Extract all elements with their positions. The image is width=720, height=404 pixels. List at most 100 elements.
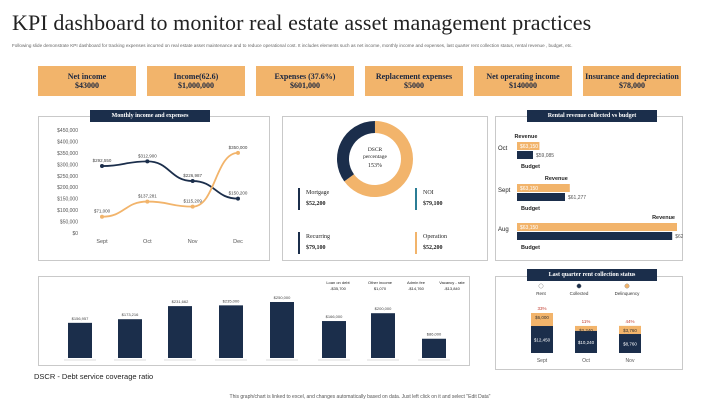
dscr-footnote: DSCR - Debt service coverage ratio	[34, 372, 154, 381]
collected-bar	[619, 334, 641, 353]
legend-label: Collected	[570, 291, 589, 296]
dscr-item-label: Operation	[423, 234, 447, 240]
data-point	[100, 164, 104, 169]
delinquency-bar-label: $6,000	[535, 315, 549, 320]
collected-bar	[531, 326, 553, 353]
delinquency-bar-label: $3,760	[623, 328, 637, 333]
waterfall-annotation: -$13,840	[444, 286, 461, 291]
budget-bar	[517, 151, 533, 159]
waterfall-bar-label: $250,000	[274, 295, 291, 300]
data-label: $150,200	[229, 191, 248, 196]
income-expenses-title: Monthly income and expenses	[90, 110, 210, 122]
waterfall-annotation: Loan on debt	[326, 280, 350, 285]
waterfall-bar	[322, 321, 346, 358]
data-point	[100, 214, 104, 219]
series-line-income	[101, 160, 239, 200]
waterfall-bar	[168, 306, 192, 358]
delinquency-bar	[531, 313, 553, 327]
percent-label: 44%	[625, 319, 634, 324]
page-description: Following slide demonstrate KPI dashboar…	[12, 43, 573, 48]
data-point	[145, 199, 150, 204]
income-expenses-chart: $450,000 $400,000 $350,000 $300,000 $250,000…	[57, 128, 248, 245]
data-point	[190, 179, 195, 184]
kpi-card: Income(62.6) $1,000,000	[147, 66, 245, 96]
dscr-center-label: DSCR percentage	[363, 147, 387, 160]
legend-marker	[538, 283, 544, 289]
waterfall-bar	[422, 338, 446, 358]
x-tick-label: Oct	[582, 358, 590, 364]
donut-slice-secondary	[337, 121, 376, 182]
data-point	[190, 204, 195, 209]
y-tick-label: $100,000	[57, 208, 78, 214]
kpi-value: $601,000	[290, 81, 320, 90]
data-point	[236, 150, 240, 155]
revenue-bar-label: $63,150	[520, 225, 538, 231]
rent-collection-panel	[495, 276, 683, 370]
y-tick-label: $0	[72, 231, 78, 237]
category-label: Sept	[498, 188, 511, 194]
revenue-legend-label: Revenue	[514, 134, 537, 140]
collected-bar	[575, 330, 597, 353]
percent-label: 33%	[537, 306, 546, 311]
kpi-label: Expenses (37.6%)	[274, 72, 336, 81]
data-point	[145, 159, 150, 164]
budget-bar-label: $61,277	[568, 195, 586, 201]
dscr-item-value: $79,100	[423, 201, 443, 207]
legend-marker	[624, 283, 630, 289]
dscr-item-value: $52,200	[306, 201, 326, 207]
kpi-card: Net income $43000	[38, 66, 136, 96]
waterfall-bar-label: $156,957	[72, 316, 89, 321]
budget-legend-label: Budget	[521, 245, 540, 251]
data-label: $312,900	[138, 153, 157, 158]
page-title: KPI dashboard to monitor real estate ass…	[12, 10, 592, 35]
series-line-expenses	[101, 151, 239, 218]
kpi-card: Expenses (37.6%) $601,000	[256, 66, 354, 96]
percent-label: 11%	[582, 319, 591, 324]
kpi-label: Income(62.6)	[173, 72, 219, 81]
collected-bar-label: $12,450	[534, 338, 551, 343]
waterfall-bar-label: $86,000	[427, 332, 442, 337]
dscr-item-marker	[298, 232, 300, 254]
legend-label: Delinquency	[615, 291, 641, 296]
category-label: Oct	[498, 146, 508, 152]
data-point	[236, 196, 240, 201]
revenue-bar	[517, 184, 570, 192]
kpi-value: $5000	[404, 81, 424, 90]
revenue-legend-label: Revenue	[545, 176, 568, 182]
data-label: $292,550	[93, 158, 112, 163]
revenue-bar-label: $63,150	[520, 144, 538, 150]
budget-bar-label: $59,085	[536, 153, 554, 159]
revenue-bar-label: $63,150	[520, 186, 538, 192]
x-tick-label: Sept	[96, 239, 108, 245]
kpi-label: Replacement expenses	[375, 72, 453, 81]
dscr-item-marker	[415, 188, 417, 210]
kpi-value: $140000	[509, 81, 537, 90]
dscr-panel	[282, 116, 488, 261]
donut-slice-primary	[344, 121, 413, 197]
kpi-value: $78,000	[619, 81, 645, 90]
budget-legend-label: Budget	[521, 164, 540, 170]
dscr-item-label: NOI	[423, 190, 434, 196]
waterfall-annotation: Other income	[368, 280, 393, 285]
rental-revenue-chart: Oct $63,150 Revenue $59,085 Budget Sept $63,15…	[498, 134, 683, 251]
budget-bar-label: $62,081	[675, 234, 683, 240]
waterfall-bar	[371, 313, 395, 358]
y-tick-label: $300,000	[57, 162, 78, 168]
waterfall-bar	[68, 322, 92, 358]
waterfall-annotation: -$14,760	[408, 286, 425, 291]
rent-collection-title: Last quarter rent collection status	[527, 269, 657, 281]
delinquency-bar	[619, 325, 641, 335]
dscr-donut-chart	[337, 121, 413, 197]
data-label: $137,281	[138, 194, 157, 199]
income-expenses-panel	[38, 116, 270, 261]
waterfall-bar-label: $235,000	[223, 298, 240, 303]
y-tick-label: $400,000	[57, 139, 78, 145]
kpi-card: Insurance and depreciation $78,000	[583, 66, 681, 96]
dscr-item-value: $52,200	[423, 245, 443, 251]
waterfall-bar	[219, 305, 243, 358]
y-tick-label: $50,000	[60, 220, 78, 226]
kpi-label: Net income	[67, 72, 107, 81]
x-tick-label: Dec	[233, 239, 243, 245]
rental-revenue-title: Rental revenue collected vs budget	[527, 110, 657, 122]
waterfall-panel	[38, 276, 470, 366]
